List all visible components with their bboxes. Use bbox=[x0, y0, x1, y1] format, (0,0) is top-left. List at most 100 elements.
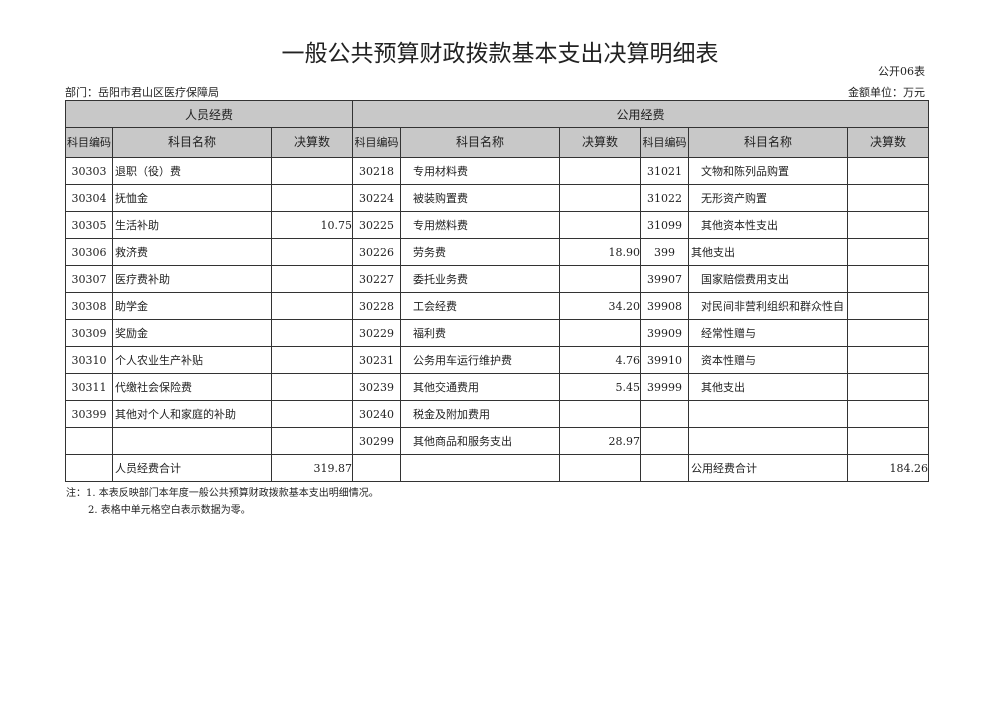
cell-code: 31021 bbox=[640, 157, 689, 185]
table-row: 30310 个人农业生产补贴 30231 公务用车运行维护费 4.76 39910 资本性赠… bbox=[65, 346, 930, 374]
cell-amount bbox=[846, 265, 930, 293]
cell-amount bbox=[271, 319, 353, 347]
group-header-public: 公用经费 bbox=[351, 100, 930, 128]
notes: 注：1. 本表反映部门本年度一般公共预算财政拨款基本支出明细情况。 2. 表格中… bbox=[66, 485, 379, 519]
cell-amount bbox=[846, 427, 930, 455]
cell-code bbox=[65, 427, 113, 455]
cell-name: 其他商品和服务支出 bbox=[400, 427, 560, 455]
cell-amount bbox=[271, 427, 353, 455]
cell-name: 国家赔偿费用支出 bbox=[688, 265, 848, 293]
column-header-amount: 决算数 bbox=[846, 127, 930, 158]
cell-name: 助学金 bbox=[112, 292, 272, 320]
cell-code: 30310 bbox=[65, 346, 113, 374]
column-header-name: 科目名称 bbox=[688, 127, 848, 158]
cell-amount bbox=[846, 400, 930, 428]
group-header-personnel: 人员经费 bbox=[65, 100, 353, 128]
table-row: 30308 助学金 30228 工会经费 34.20 39908 对民间非营利组织和群众性自 bbox=[65, 292, 930, 320]
cell-amount bbox=[271, 157, 353, 185]
cell-code: 39910 bbox=[640, 346, 689, 374]
cell-name bbox=[688, 427, 848, 455]
cell-code: 30308 bbox=[65, 292, 113, 320]
cell-code: 30227 bbox=[352, 265, 401, 293]
cell-amount: 5.45 bbox=[559, 373, 641, 401]
total-public-label: 公用经费合计 bbox=[688, 454, 848, 482]
cell-name: 救济费 bbox=[112, 238, 272, 266]
cell-code: 31099 bbox=[640, 211, 689, 239]
cell-empty bbox=[65, 454, 113, 482]
cell-amount: 34.20 bbox=[559, 292, 641, 320]
cell-amount bbox=[559, 157, 641, 185]
cell-name: 个人农业生产补贴 bbox=[112, 346, 272, 374]
cell-amount bbox=[846, 184, 930, 212]
cell-name: 代缴社会保险费 bbox=[112, 373, 272, 401]
cell-code: 30299 bbox=[352, 427, 401, 455]
cell-code: 30305 bbox=[65, 211, 113, 239]
cell-code: 30304 bbox=[65, 184, 113, 212]
cell-code: 30226 bbox=[352, 238, 401, 266]
cell-amount bbox=[846, 238, 930, 266]
cell-name: 工会经费 bbox=[400, 292, 560, 320]
note-1: 注：1. 本表反映部门本年度一般公共预算财政拨款基本支出明细情况。 bbox=[66, 488, 379, 499]
cell-amount bbox=[271, 346, 353, 374]
expenditure-table: 人员经费 公用经费 科目编码 科目名称 决算数 科目编码 科目名称 决算数 科目编码 科目名称… bbox=[65, 100, 930, 482]
table-row: 30304 抚恤金 30224 被装购置费 31022 无形资产购置 bbox=[65, 184, 930, 212]
cell-empty bbox=[640, 454, 689, 482]
table-row: 30309 奖励金 30229 福利费 39909 经常性赠与 bbox=[65, 319, 930, 347]
cell-code: 30229 bbox=[352, 319, 401, 347]
cell-name: 资本性赠与 bbox=[688, 346, 848, 374]
cell-empty bbox=[400, 454, 560, 482]
cell-amount bbox=[271, 265, 353, 293]
note-2: 2. 表格中单元格空白表示数据为零。 bbox=[88, 505, 251, 516]
column-header-amount: 决算数 bbox=[271, 127, 353, 158]
column-header-amount: 决算数 bbox=[559, 127, 641, 158]
page-title: 一般公共预算财政拨款基本支出决算明细表 bbox=[281, 41, 719, 67]
table-row: 30307 医疗费补助 30227 委托业务费 39907 国家赔偿费用支出 bbox=[65, 265, 930, 293]
cell-amount bbox=[846, 373, 930, 401]
totals-row: 人员经费合计 319.87 公用经费合计 184.26 bbox=[65, 454, 930, 482]
total-personnel-value: 319.87 bbox=[271, 454, 353, 482]
unit-label: 金额单位：万元 bbox=[848, 86, 925, 99]
cell-code: 30307 bbox=[65, 265, 113, 293]
cell-amount bbox=[271, 400, 353, 428]
cell-empty bbox=[352, 454, 401, 482]
cell-amount bbox=[846, 319, 930, 347]
table-row: 30311 代缴社会保险费 30239 其他交通费用 5.45 39999 其他支出 bbox=[65, 373, 930, 401]
cell-code: 30303 bbox=[65, 157, 113, 185]
cell-code: 39908 bbox=[640, 292, 689, 320]
cell-amount: 18.90 bbox=[559, 238, 641, 266]
cell-amount bbox=[559, 211, 641, 239]
cell-amount bbox=[846, 346, 930, 374]
cell-name: 其他支出 bbox=[688, 238, 848, 266]
cell-name: 专用材料费 bbox=[400, 157, 560, 185]
cell-code: 39907 bbox=[640, 265, 689, 293]
cell-name: 专用燃料费 bbox=[400, 211, 560, 239]
cell-name: 委托业务费 bbox=[400, 265, 560, 293]
cell-code bbox=[640, 427, 689, 455]
cell-amount bbox=[846, 157, 930, 185]
cell-name: 退职（役）费 bbox=[112, 157, 272, 185]
cell-name: 其他对个人和家庭的补助 bbox=[112, 400, 272, 428]
form-number: 公开06表 bbox=[878, 65, 925, 78]
cell-amount bbox=[559, 319, 641, 347]
column-header-name: 科目名称 bbox=[400, 127, 560, 158]
cell-code: 30225 bbox=[352, 211, 401, 239]
cell-name: 被装购置费 bbox=[400, 184, 560, 212]
column-header-name: 科目名称 bbox=[112, 127, 272, 158]
cell-name: 劳务费 bbox=[400, 238, 560, 266]
cell-code: 30306 bbox=[65, 238, 113, 266]
cell-name: 公务用车运行维护费 bbox=[400, 346, 560, 374]
table-row: 30399 其他对个人和家庭的补助 30240 税金及附加费用 bbox=[65, 400, 930, 428]
cell-name: 奖励金 bbox=[112, 319, 272, 347]
cell-name: 文物和陈列品购置 bbox=[688, 157, 848, 185]
cell-amount bbox=[846, 292, 930, 320]
cell-amount bbox=[559, 184, 641, 212]
cell-code bbox=[640, 400, 689, 428]
cell-amount bbox=[559, 400, 641, 428]
cell-name: 抚恤金 bbox=[112, 184, 272, 212]
department-label: 部门：岳阳市君山区医疗保障局 bbox=[65, 86, 219, 99]
cell-name: 对民间非营利组织和群众性自 bbox=[688, 292, 848, 320]
cell-name: 其他支出 bbox=[688, 373, 848, 401]
cell-code: 39999 bbox=[640, 373, 689, 401]
column-header-code: 科目编码 bbox=[352, 127, 401, 158]
cell-name: 医疗费补助 bbox=[112, 265, 272, 293]
